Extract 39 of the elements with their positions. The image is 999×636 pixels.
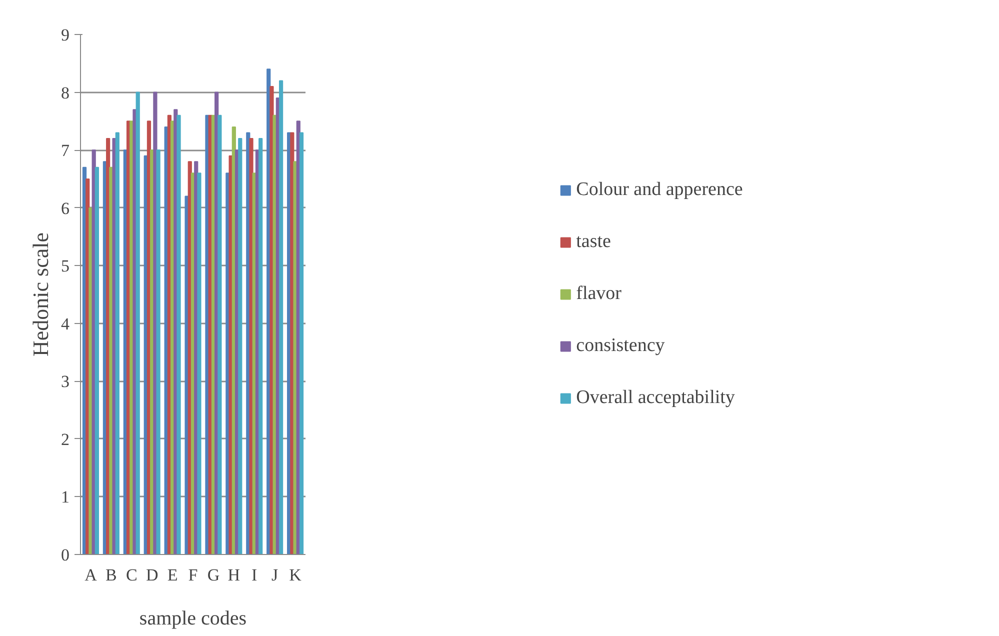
bar	[238, 138, 242, 554]
y-axis-title: Hedonic scale	[28, 232, 53, 356]
legend-label: Colour and apperence	[576, 179, 743, 201]
bar	[176, 114, 181, 554]
x-tick-label: B	[106, 566, 117, 584]
bar	[94, 166, 99, 554]
y-tick-label: 1	[61, 488, 70, 507]
x-tick-label: C	[126, 566, 138, 584]
x-tick-label: J	[272, 566, 279, 584]
bar	[218, 114, 222, 554]
x-tick-label: I	[252, 566, 258, 584]
bar	[258, 138, 263, 554]
y-tick-label: 7	[61, 141, 70, 160]
bar	[115, 132, 120, 554]
bar	[197, 172, 202, 554]
bar	[278, 80, 284, 554]
x-tick-label: A	[84, 566, 98, 584]
y-tick-label: 6	[61, 198, 70, 218]
y-tick-label: 2	[61, 430, 70, 449]
y-tick-label: 0	[61, 546, 70, 564]
y-tick-label: 8	[61, 83, 70, 102]
y-tick-label: 9	[61, 26, 70, 44]
legend-label: consistency	[576, 335, 665, 357]
bar	[299, 132, 304, 554]
x-tick-label: D	[146, 566, 158, 584]
x-tick-label: F	[188, 566, 198, 584]
y-tick-label: 3	[61, 372, 70, 392]
bar	[136, 92, 140, 554]
x-tick-label: K	[289, 566, 302, 584]
legend-label: taste	[576, 231, 611, 253]
legend-label: flavor	[576, 283, 622, 305]
x-axis-title: sample codes	[139, 608, 247, 630]
legend-label: Overall acceptability	[576, 387, 735, 409]
x-tick-label: E	[167, 566, 178, 584]
y-tick-label: 4	[61, 314, 70, 334]
x-tick-label: H	[228, 566, 240, 584]
x-tick-label: G	[207, 566, 220, 584]
bar	[156, 150, 160, 554]
y-tick-label: 5	[61, 256, 70, 276]
